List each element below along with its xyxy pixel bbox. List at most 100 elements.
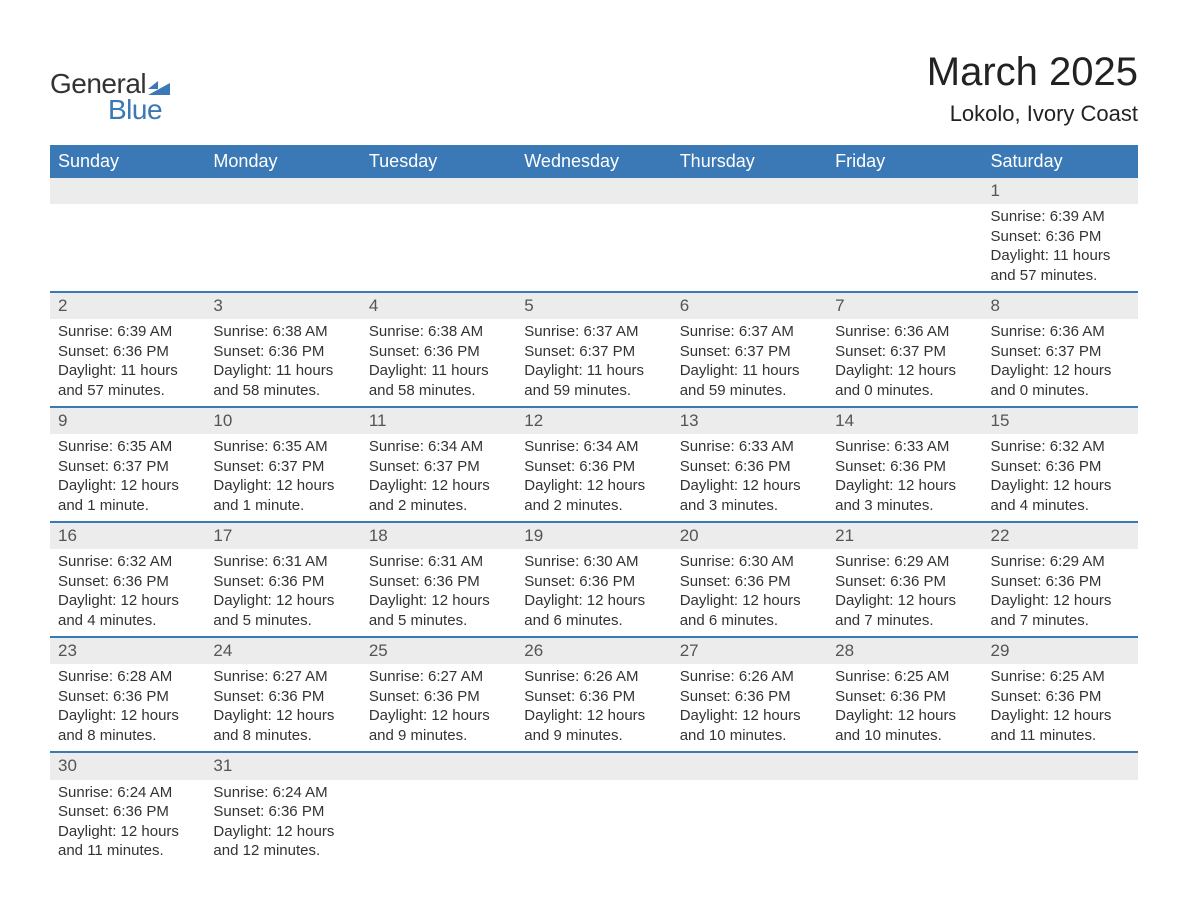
sunset-text: Sunset: 6:36 PM [835, 572, 974, 592]
day-number [516, 752, 671, 779]
weekday-header-row: Sunday Monday Tuesday Wednesday Thursday… [50, 145, 1138, 178]
sunset-text: Sunset: 6:36 PM [524, 572, 663, 592]
detail-row: Sunrise: 6:32 AMSunset: 6:36 PMDaylight:… [50, 549, 1138, 637]
sunset-text: Sunset: 6:37 PM [213, 457, 352, 477]
sunset-text: Sunset: 6:36 PM [58, 687, 197, 707]
day-number: 10 [205, 407, 360, 434]
day-number: 27 [672, 637, 827, 664]
day-number [672, 752, 827, 779]
day-number: 8 [983, 292, 1138, 319]
day-cell-empty [205, 204, 360, 292]
daylight-text: and 11 minutes. [58, 841, 197, 861]
weekday-header: Sunday [50, 145, 205, 178]
daylight-text: Daylight: 12 hours [524, 476, 663, 496]
day-cell: Sunrise: 6:35 AMSunset: 6:37 PMDaylight:… [50, 434, 205, 522]
daylight-text: and 0 minutes. [991, 381, 1130, 401]
sunrise-text: Sunrise: 6:36 AM [835, 322, 974, 342]
day-number [50, 178, 205, 204]
sunrise-text: Sunrise: 6:31 AM [369, 552, 508, 572]
title-block: March 2025 Lokolo, Ivory Coast [927, 50, 1138, 127]
daylight-text: Daylight: 12 hours [213, 476, 352, 496]
sunset-text: Sunset: 6:36 PM [680, 572, 819, 592]
daylight-text: and 9 minutes. [369, 726, 508, 746]
day-cell: Sunrise: 6:30 AMSunset: 6:36 PMDaylight:… [672, 549, 827, 637]
sunrise-text: Sunrise: 6:32 AM [991, 437, 1130, 457]
weekday-header: Friday [827, 145, 982, 178]
daylight-text: and 7 minutes. [991, 611, 1130, 631]
sunrise-text: Sunrise: 6:28 AM [58, 667, 197, 687]
sunset-text: Sunset: 6:36 PM [991, 687, 1130, 707]
day-number: 28 [827, 637, 982, 664]
day-cell: Sunrise: 6:34 AMSunset: 6:36 PMDaylight:… [516, 434, 671, 522]
day-cell-empty [516, 204, 671, 292]
sunset-text: Sunset: 6:36 PM [835, 457, 974, 477]
daylight-text: and 58 minutes. [213, 381, 352, 401]
sunset-text: Sunset: 6:37 PM [369, 457, 508, 477]
day-number: 26 [516, 637, 671, 664]
sunrise-text: Sunrise: 6:25 AM [835, 667, 974, 687]
day-cell: Sunrise: 6:39 AM Sunset: 6:36 PM Dayligh… [983, 204, 1138, 292]
daylight-text: and 6 minutes. [524, 611, 663, 631]
daylight-text: and 7 minutes. [835, 611, 974, 631]
sunset-text: Sunset: 6:36 PM [991, 227, 1130, 247]
daynum-row: 2 3 4 5 6 7 8 [50, 292, 1138, 319]
weekday-header: Thursday [672, 145, 827, 178]
sunrise-text: Sunrise: 6:39 AM [991, 207, 1130, 227]
sunset-text: Sunset: 6:36 PM [213, 572, 352, 592]
day-number: 3 [205, 292, 360, 319]
daylight-text: Daylight: 12 hours [369, 476, 508, 496]
daylight-text: Daylight: 12 hours [213, 822, 352, 842]
sunset-text: Sunset: 6:37 PM [835, 342, 974, 362]
sunrise-text: Sunrise: 6:27 AM [213, 667, 352, 687]
sunset-text: Sunset: 6:36 PM [524, 687, 663, 707]
daylight-text: Daylight: 11 hours [991, 246, 1130, 266]
day-cell: Sunrise: 6:28 AMSunset: 6:36 PMDaylight:… [50, 664, 205, 752]
day-cell: Sunrise: 6:24 AMSunset: 6:36 PMDaylight:… [205, 780, 360, 867]
day-number: 20 [672, 522, 827, 549]
day-number [205, 178, 360, 204]
day-cell: Sunrise: 6:29 AMSunset: 6:36 PMDaylight:… [983, 549, 1138, 637]
day-number [516, 178, 671, 204]
day-number: 15 [983, 407, 1138, 434]
daylight-text: and 2 minutes. [369, 496, 508, 516]
sunrise-text: Sunrise: 6:26 AM [524, 667, 663, 687]
sunrise-text: Sunrise: 6:30 AM [524, 552, 663, 572]
sunset-text: Sunset: 6:36 PM [369, 572, 508, 592]
month-title: March 2025 [927, 50, 1138, 95]
day-cell-empty [361, 204, 516, 292]
daynum-row: 16 17 18 19 20 21 22 [50, 522, 1138, 549]
daylight-text: and 58 minutes. [369, 381, 508, 401]
day-number: 2 [50, 292, 205, 319]
day-number: 29 [983, 637, 1138, 664]
day-number: 31 [205, 752, 360, 779]
day-number: 13 [672, 407, 827, 434]
sunset-text: Sunset: 6:37 PM [58, 457, 197, 477]
day-cell: Sunrise: 6:30 AMSunset: 6:36 PMDaylight:… [516, 549, 671, 637]
daylight-text: and 2 minutes. [524, 496, 663, 516]
weekday-header: Saturday [983, 145, 1138, 178]
day-cell: Sunrise: 6:25 AMSunset: 6:36 PMDaylight:… [983, 664, 1138, 752]
day-number: 23 [50, 637, 205, 664]
daylight-text: and 12 minutes. [213, 841, 352, 861]
daylight-text: Daylight: 11 hours [369, 361, 508, 381]
weekday-header: Monday [205, 145, 360, 178]
day-number: 21 [827, 522, 982, 549]
weekday-header: Tuesday [361, 145, 516, 178]
daylight-text: Daylight: 12 hours [835, 476, 974, 496]
day-number [361, 178, 516, 204]
daylight-text: Daylight: 12 hours [680, 591, 819, 611]
weekday-header: Wednesday [516, 145, 671, 178]
daylight-text: and 8 minutes. [213, 726, 352, 746]
day-number: 25 [361, 637, 516, 664]
daylight-text: and 3 minutes. [680, 496, 819, 516]
sunset-text: Sunset: 6:36 PM [369, 687, 508, 707]
sunrise-text: Sunrise: 6:37 AM [524, 322, 663, 342]
day-cell-empty [516, 780, 671, 867]
sunrise-text: Sunrise: 6:34 AM [524, 437, 663, 457]
sunrise-text: Sunrise: 6:25 AM [991, 667, 1130, 687]
daylight-text: Daylight: 11 hours [680, 361, 819, 381]
sunset-text: Sunset: 6:36 PM [58, 802, 197, 822]
daylight-text: and 5 minutes. [213, 611, 352, 631]
detail-row: Sunrise: 6:24 AMSunset: 6:36 PMDaylight:… [50, 780, 1138, 867]
day-cell: Sunrise: 6:36 AMSunset: 6:37 PMDaylight:… [983, 319, 1138, 407]
